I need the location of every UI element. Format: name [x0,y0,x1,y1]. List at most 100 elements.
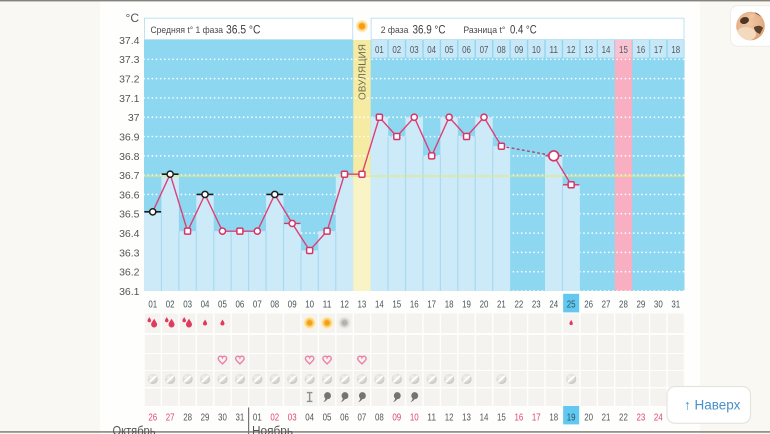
svg-text:37.1: 37.1 [119,93,140,105]
svg-text:23: 23 [637,412,646,423]
svg-text:06: 06 [462,45,471,56]
svg-text:36.2: 36.2 [119,267,140,279]
svg-text:°C: °C [126,11,140,25]
svg-text:12: 12 [340,299,349,310]
svg-text:27: 27 [166,412,175,423]
svg-text:17: 17 [654,45,663,56]
svg-text:01: 01 [253,412,262,423]
svg-text:11: 11 [549,45,558,56]
svg-text:37.2: 37.2 [119,74,140,86]
svg-text:36.9 °C: 36.9 °C [413,25,446,37]
svg-text:Средняя t° 1 фаза: Средняя t° 1 фаза [151,25,224,35]
svg-text:03: 03 [410,45,419,56]
svg-text:05: 05 [218,299,227,310]
svg-text:29: 29 [201,412,210,423]
svg-text:ОВУЛЯЦИЯ: ОВУЛЯЦИЯ [358,44,369,100]
svg-text:30: 30 [654,299,663,310]
svg-text:10: 10 [410,412,419,423]
svg-text:21: 21 [497,299,506,310]
svg-text:36.7: 36.7 [119,170,140,182]
svg-text:30: 30 [218,412,227,423]
svg-text:19: 19 [567,412,576,423]
svg-text:12: 12 [567,45,576,56]
svg-text:07: 07 [358,412,367,423]
svg-text:36.1: 36.1 [119,286,140,298]
svg-text:26: 26 [584,299,593,310]
svg-text:28: 28 [619,299,628,310]
svg-text:14: 14 [375,299,384,310]
svg-text:18: 18 [445,299,454,310]
svg-text:↑ Наверх: ↑ Наверх [684,398,741,413]
svg-text:03: 03 [183,299,192,310]
svg-text:02: 02 [270,412,279,423]
svg-text:25: 25 [567,299,576,310]
svg-text:16: 16 [514,412,523,423]
svg-text:22: 22 [514,299,523,310]
svg-text:02: 02 [392,45,401,56]
svg-text:Октябрь: Октябрь [113,424,156,434]
svg-text:09: 09 [514,45,523,56]
svg-text:15: 15 [392,299,401,310]
svg-text:13: 13 [358,299,367,310]
svg-text:19: 19 [462,299,471,310]
svg-text:37.4: 37.4 [119,35,140,47]
svg-text:08: 08 [497,45,506,56]
svg-text:18: 18 [549,412,558,423]
svg-text:05: 05 [445,45,454,56]
svg-text:11: 11 [427,412,436,423]
svg-text:2 фаза: 2 фаза [381,25,409,35]
svg-text:11: 11 [323,299,332,310]
svg-text:04: 04 [427,45,436,56]
svg-text:05: 05 [323,412,332,423]
svg-text:01: 01 [375,45,384,56]
svg-text:0.4 °C: 0.4 °C [510,25,537,37]
svg-text:22: 22 [619,412,628,423]
svg-text:37: 37 [128,112,140,124]
svg-text:24: 24 [654,412,663,423]
svg-text:08: 08 [270,299,279,310]
svg-text:36.3: 36.3 [119,247,140,259]
svg-text:31: 31 [235,412,244,423]
svg-text:17: 17 [427,299,436,310]
svg-text:36.4: 36.4 [119,228,140,240]
svg-text:03: 03 [288,412,297,423]
svg-text:01: 01 [148,299,157,310]
svg-text:15: 15 [497,412,506,423]
svg-text:28: 28 [183,412,192,423]
svg-text:02: 02 [166,299,175,310]
svg-text:13: 13 [584,45,593,56]
svg-text:06: 06 [235,299,244,310]
svg-text:07: 07 [253,299,262,310]
svg-text:20: 20 [480,299,489,310]
svg-text:16: 16 [410,299,419,310]
svg-text:23: 23 [532,299,541,310]
svg-text:27: 27 [602,299,611,310]
svg-text:09: 09 [288,299,297,310]
svg-text:16: 16 [637,45,646,56]
svg-text:36.5: 36.5 [119,209,140,221]
svg-text:Разница t°: Разница t° [463,25,505,35]
svg-text:36.8: 36.8 [119,151,140,163]
svg-text:Ноябрь: Ноябрь [252,424,293,434]
svg-text:18: 18 [671,45,680,56]
svg-text:26: 26 [148,412,157,423]
svg-text:37.3: 37.3 [119,54,140,66]
svg-text:36.5 °C: 36.5 °C [226,25,261,37]
svg-text:21: 21 [602,412,611,423]
svg-text:31: 31 [671,299,680,310]
svg-text:24: 24 [549,299,558,310]
svg-text:10: 10 [305,299,314,310]
svg-text:04: 04 [305,412,314,423]
svg-text:13: 13 [462,412,471,423]
svg-text:14: 14 [480,412,489,423]
svg-text:09: 09 [392,412,401,423]
svg-text:06: 06 [340,412,349,423]
svg-text:29: 29 [637,299,646,310]
svg-text:36.6: 36.6 [119,189,140,201]
svg-text:14: 14 [602,45,611,56]
svg-text:15: 15 [619,45,628,56]
svg-text:20: 20 [584,412,593,423]
svg-text:12: 12 [445,412,454,423]
svg-text:04: 04 [201,299,210,310]
svg-text:07: 07 [480,45,489,56]
